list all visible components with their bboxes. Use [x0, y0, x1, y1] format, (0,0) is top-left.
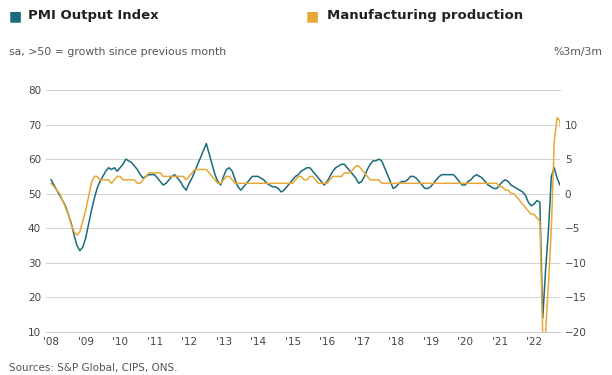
Text: ■: ■ — [9, 9, 22, 23]
Text: Manufacturing production: Manufacturing production — [327, 9, 523, 22]
Text: Sources: S&P Global, CIPS, ONS.: Sources: S&P Global, CIPS, ONS. — [9, 363, 177, 373]
Text: sa, >50 = growth since previous month: sa, >50 = growth since previous month — [9, 47, 226, 57]
Text: PMI Output Index: PMI Output Index — [28, 9, 158, 22]
Text: %3m/3m: %3m/3m — [554, 47, 603, 57]
Text: ■: ■ — [306, 9, 319, 23]
